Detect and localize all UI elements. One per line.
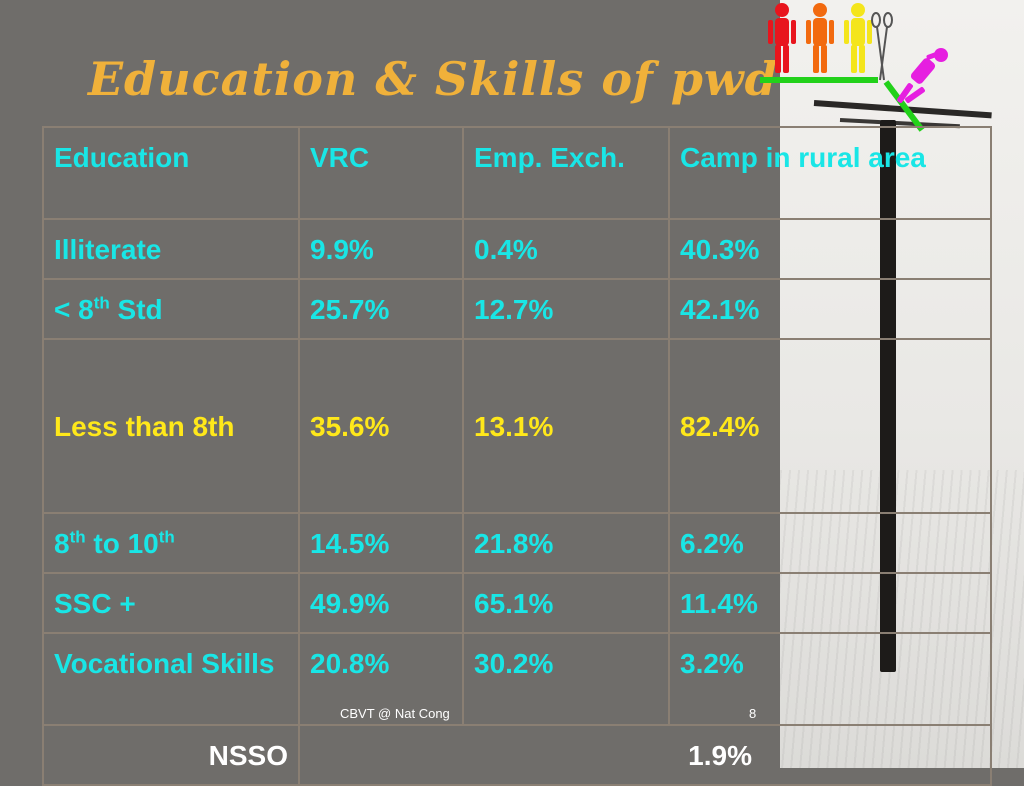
header-vrc: VRC (298, 126, 464, 220)
page-number: 8 (749, 706, 757, 721)
cell-emp: 21.8% (462, 512, 670, 574)
cell-camp: 40.3% (668, 218, 992, 280)
people-logo-icon (760, 3, 948, 132)
nsso-label: NSSO (42, 724, 300, 786)
table-row: Illiterate 9.9% 0.4% 40.3% (42, 218, 992, 280)
header-emp-exch: Emp. Exch. (462, 126, 670, 220)
cell-emp: 12.7% (462, 278, 670, 340)
education-mid: to 10 (85, 528, 159, 559)
header-camp-rural: Camp in rural area (668, 126, 992, 220)
education-sup: th (69, 527, 86, 547)
cell-education: SSC + (42, 572, 300, 634)
nsso-row: NSSO 1.9% (42, 724, 992, 786)
table-row: < 8th Std 25.7% 12.7% 42.1% (42, 278, 992, 340)
cell-vrc: 35.6% (298, 338, 464, 514)
education-sup: th (93, 293, 110, 313)
cell-emp: 0.4% (462, 218, 670, 280)
cell-vrc: 20.8% (298, 632, 464, 726)
cell-education: < 8th Std (42, 278, 300, 340)
footer-source: CBVT @ Nat Cong (340, 706, 450, 721)
education-base: 8 (54, 528, 70, 559)
table-row: 8th to 10th 14.5% 21.8% 6.2% (42, 512, 992, 574)
cell-camp: 11.4% (668, 572, 992, 634)
cell-education: Less than 8th (42, 338, 300, 514)
table-row: Vocational Skills 20.8% 30.2% 3.2% (42, 632, 992, 726)
cell-vrc: 9.9% (298, 218, 464, 280)
cell-emp: 65.1% (462, 572, 670, 634)
nsso-value-cell: 1.9% (298, 724, 992, 786)
nsso-value: 1.9% (688, 740, 752, 771)
cell-emp: 30.2% (462, 632, 670, 726)
education-base: < 8 (54, 294, 94, 325)
header-education: Education (42, 126, 300, 220)
cell-emp: 13.1% (462, 338, 670, 514)
cell-education: Vocational Skills (42, 632, 300, 726)
education-sup2: th (158, 527, 175, 547)
cell-education: 8th to 10th (42, 512, 300, 574)
cell-vrc: 25.7% (298, 278, 464, 340)
cell-education: Illiterate (42, 218, 300, 280)
cell-camp: 6.2% (668, 512, 992, 574)
education-skills-table: Education VRC Emp. Exch. Camp in rural a… (42, 126, 992, 786)
cell-camp: 42.1% (668, 278, 992, 340)
cell-vrc: 14.5% (298, 512, 464, 574)
slide-title: Education & Skills of pwd (88, 52, 778, 106)
table-row: SSC + 49.9% 65.1% 11.4% (42, 572, 992, 634)
table-row-highlighted: Less than 8th 35.6% 13.1% 82.4% (42, 338, 992, 514)
cell-vrc: 49.9% (298, 572, 464, 634)
cell-camp: 82.4% (668, 338, 992, 514)
cell-camp: 3.2% (668, 632, 992, 726)
table-header-row: Education VRC Emp. Exch. Camp in rural a… (42, 126, 992, 220)
education-tail: Std (109, 294, 163, 325)
